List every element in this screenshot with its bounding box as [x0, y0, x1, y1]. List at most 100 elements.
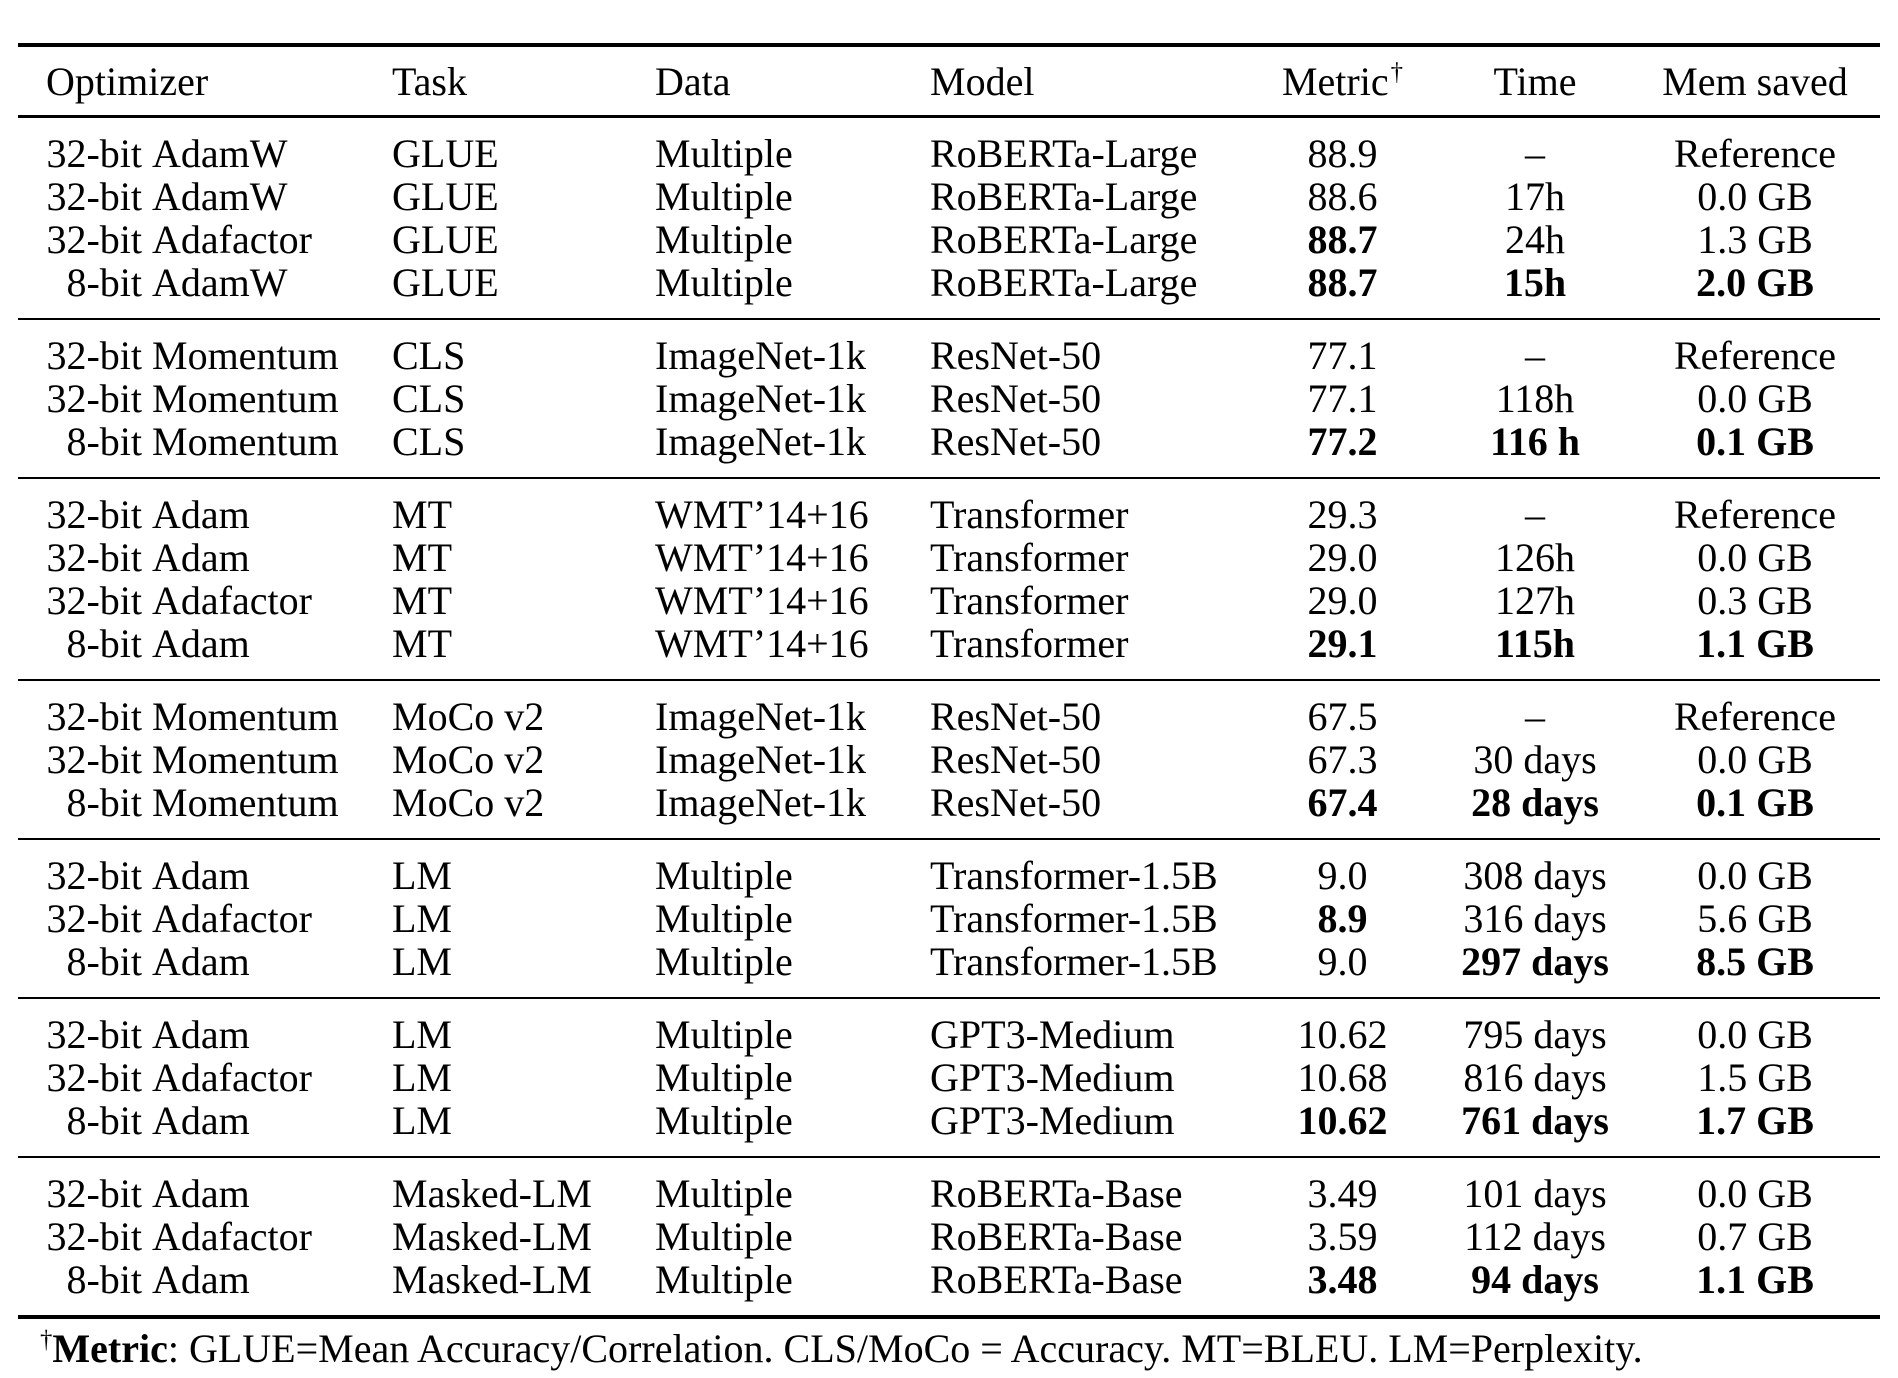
column-header-data: Data	[655, 58, 731, 104]
optimizer-name: Adafactor	[152, 896, 312, 941]
optimizer-bits: 8-bit	[66, 1098, 142, 1143]
cell-model: RoBERTa-Base	[930, 1257, 1183, 1302]
cell-task: GLUE	[392, 174, 499, 219]
metric-header-label: Metric	[1281, 58, 1389, 104]
table-row: 32-bit Adam Masked-LM Multiple RoBERTa-Base 3…	[18, 1172, 1880, 1215]
table-group: 32-bit Adam Masked-LM Multiple RoBERTa-Base 3…	[18, 1158, 1880, 1315]
cell-model: Transformer	[930, 535, 1129, 580]
cell-metric: 3.49	[1307, 1171, 1378, 1216]
table-row: 8-bit Momentum MoCo v2 ImageNet-1k ResNet-50…	[18, 781, 1880, 824]
cell-task: MoCo v2	[392, 737, 545, 782]
cell-mem-saved: 0.0 GB	[1697, 174, 1813, 219]
cell-time: 126h	[1495, 535, 1575, 580]
cell-optimizer: 8-bit AdamW	[18, 261, 392, 304]
cell-task: MT	[392, 535, 452, 580]
table-group: 32-bit Momentum CLS ImageNet-1k ResNet-50 77.…	[18, 320, 1880, 477]
table-group: 32-bit Adam LM Multiple GPT3-Medium 10.62 795 …	[18, 999, 1880, 1156]
cell-optimizer: 32-bit Momentum	[18, 334, 392, 377]
cell-metric: 10.62	[1297, 1098, 1388, 1143]
cell-metric: 10.62	[1297, 1012, 1388, 1057]
group-separator-rule	[18, 1156, 1880, 1158]
cell-task: GLUE	[392, 217, 499, 262]
optimizer-name: Adafactor	[152, 1055, 312, 1100]
cell-time: 116 h	[1489, 419, 1581, 464]
cell-model: Transformer	[930, 621, 1129, 666]
cell-time: 795 days	[1463, 1012, 1607, 1057]
cell-model: Transformer-1.5B	[930, 853, 1218, 898]
cell-data: Multiple	[655, 1098, 793, 1143]
cell-data: WMT’14+16	[655, 492, 869, 537]
optimizer-bits: 8-bit	[66, 621, 142, 666]
cell-optimizer: 8-bit Momentum	[18, 781, 392, 824]
dagger-symbol: †	[1390, 59, 1404, 87]
cell-time: 316 days	[1463, 896, 1607, 941]
cell-data: Multiple	[655, 217, 793, 262]
column-header-metric: Metric†	[1245, 60, 1440, 103]
cell-mem-saved: 0.3 GB	[1697, 578, 1813, 623]
cell-model: GPT3-Medium	[930, 1012, 1175, 1057]
cell-data: WMT’14+16	[655, 578, 869, 623]
cell-data: Multiple	[655, 1055, 793, 1100]
optimizer-name: AdamW	[152, 131, 288, 176]
optimizer-name: Adafactor	[152, 1214, 312, 1259]
optimizer-name: Momentum	[152, 780, 339, 825]
optimizer-bits: 32-bit	[46, 174, 142, 219]
cell-optimizer: 32-bit AdamW	[18, 175, 392, 218]
table-row: 32-bit Momentum CLS ImageNet-1k ResNet-50 77.…	[18, 334, 1880, 377]
optimizer-name: Adam	[152, 621, 250, 666]
cell-metric: 77.1	[1307, 333, 1378, 378]
optimizer-bits: 8-bit	[66, 419, 142, 464]
cell-time: 115h	[1494, 621, 1576, 666]
cell-time: 94 days	[1471, 1257, 1599, 1302]
footnote-label: Metric	[52, 1326, 168, 1371]
optimizer-name: Adam	[152, 1257, 250, 1302]
column-header-model: Model	[930, 58, 1035, 104]
cell-metric: 3.48	[1307, 1257, 1378, 1302]
table-group: 32-bit AdamW GLUE Multiple RoBERTa-Large 88.9…	[18, 118, 1880, 318]
cell-task: LM	[392, 1055, 452, 1100]
group-separator-rule	[18, 318, 1880, 320]
cell-optimizer: 32-bit Adafactor	[18, 218, 392, 261]
table-row: 32-bit Adafactor LM Multiple Transformer-1.5…	[18, 897, 1880, 940]
cell-mem-saved: 1.1 GB	[1696, 1257, 1814, 1302]
cell-optimizer: 32-bit Adam	[18, 1013, 392, 1056]
table-row: 32-bit Momentum MoCo v2 ImageNet-1k ResNet-5…	[18, 695, 1880, 738]
optimizer-bits: 32-bit	[46, 1214, 142, 1259]
cell-metric: 88.7	[1307, 260, 1378, 305]
cell-metric: 67.5	[1307, 694, 1378, 739]
table-row: 32-bit Adafactor LM Multiple GPT3-Medium 10.6…	[18, 1056, 1880, 1099]
optimizer-name: Momentum	[152, 333, 339, 378]
cell-data: Multiple	[655, 260, 793, 305]
optimizer-bits: 8-bit	[66, 260, 142, 305]
table-row: 32-bit Adafactor Masked-LM Multiple RoBERTa-…	[18, 1215, 1880, 1258]
cell-model: ResNet-50	[930, 694, 1102, 739]
cell-mem-saved: 8.5 GB	[1696, 939, 1814, 984]
optimizer-name: Adam	[152, 853, 250, 898]
cell-data: ImageNet-1k	[655, 333, 867, 378]
optimizer-bits: 32-bit	[46, 1055, 142, 1100]
cell-time: 816 days	[1463, 1055, 1607, 1100]
cell-data: ImageNet-1k	[655, 376, 867, 421]
cell-time: 308 days	[1463, 853, 1607, 898]
optimizer-bits: 32-bit	[46, 694, 142, 739]
cell-mem-saved: 1.7 GB	[1696, 1098, 1814, 1143]
cell-time: 118h	[1495, 376, 1575, 421]
cell-metric: 88.9	[1307, 131, 1378, 176]
optimizer-bits: 32-bit	[46, 1171, 142, 1216]
cell-model: Transformer	[930, 578, 1129, 623]
optimizer-bits: 8-bit	[66, 939, 142, 984]
cell-metric: 9.0	[1317, 853, 1368, 898]
cell-metric: 77.1	[1307, 376, 1378, 421]
cell-time: –	[1525, 131, 1545, 176]
table-row: 8-bit Adam LM Multiple GPT3-Medium 10.62 761 d…	[18, 1099, 1880, 1142]
cell-data: ImageNet-1k	[655, 694, 867, 739]
cell-model: ResNet-50	[930, 737, 1102, 782]
cell-data: Multiple	[655, 1257, 793, 1302]
cell-model: ResNet-50	[930, 333, 1102, 378]
table-row: 32-bit Adam LM Multiple GPT3-Medium 10.62 795 …	[18, 1013, 1880, 1056]
cell-optimizer: 32-bit Adam	[18, 1172, 392, 1215]
table-row: 32-bit Adam LM Multiple Transformer-1.5B 9.0 3…	[18, 854, 1880, 897]
cell-optimizer: 8-bit Adam	[18, 1258, 392, 1301]
table-row: 32-bit Momentum MoCo v2 ImageNet-1k ResNet-5…	[18, 738, 1880, 781]
